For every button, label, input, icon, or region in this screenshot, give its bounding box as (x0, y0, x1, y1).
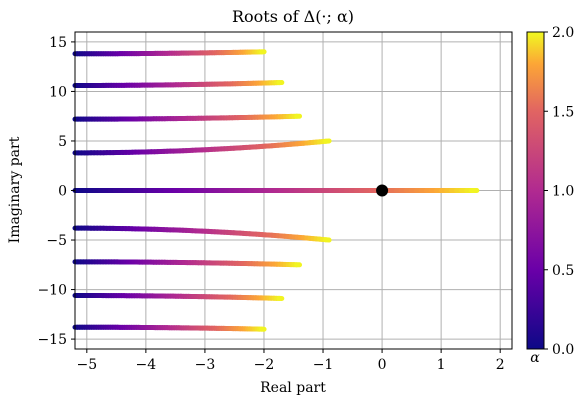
y-tick-label: −5 (46, 233, 67, 249)
x-tick-label: 2 (496, 357, 505, 373)
y-tick-label: 15 (49, 35, 67, 51)
x-tick-label: −1 (313, 357, 334, 373)
marker-layer (376, 184, 389, 197)
x-tick-label: 0 (378, 357, 387, 373)
root-branch (72, 293, 285, 301)
x-ticks: −5 −4 −3 −2 −1 0 1 2 (76, 349, 505, 373)
root-branch (72, 49, 267, 57)
y-tick-label: 0 (58, 184, 67, 200)
colorbar-ticks: 0.0 0.5 1.0 1.5 2.0 (544, 25, 574, 358)
colorbar-tick-label: 0.5 (552, 263, 574, 279)
colorbar-tick-label: 0.0 (552, 342, 574, 358)
x-tick-label: −5 (76, 357, 97, 373)
y-tick-label: −10 (37, 283, 67, 299)
colorbar (526, 31, 545, 350)
colorbar-tick-label: 2.0 (552, 25, 574, 41)
root-branch (72, 324, 267, 332)
root-branch (72, 113, 303, 122)
y-axis-label: Imaginary part (7, 136, 23, 243)
y-tick-label: −15 (37, 332, 67, 348)
root-branch (72, 138, 332, 156)
y-tick-label: 5 (58, 134, 67, 150)
origin-marker (376, 184, 389, 197)
x-tick-label: 1 (437, 357, 446, 373)
root-branch (72, 259, 303, 268)
branches (72, 49, 480, 332)
colorbar-label: α (530, 350, 540, 366)
chart-title: Roots of Δ(·; α) (232, 7, 354, 26)
y-ticks: −15 −10 −5 0 5 10 15 (37, 35, 75, 348)
root-branch (72, 80, 285, 88)
y-tick-label: 10 (49, 84, 67, 100)
x-axis-label: Real part (260, 380, 326, 396)
colorbar-tick-label: 1.5 (552, 104, 574, 120)
root-branch (72, 225, 332, 243)
colorbar-tick-label: 1.0 (552, 184, 574, 200)
x-tick-label: −3 (195, 357, 216, 373)
x-tick-label: −2 (254, 357, 275, 373)
x-tick-label: −4 (136, 357, 157, 373)
